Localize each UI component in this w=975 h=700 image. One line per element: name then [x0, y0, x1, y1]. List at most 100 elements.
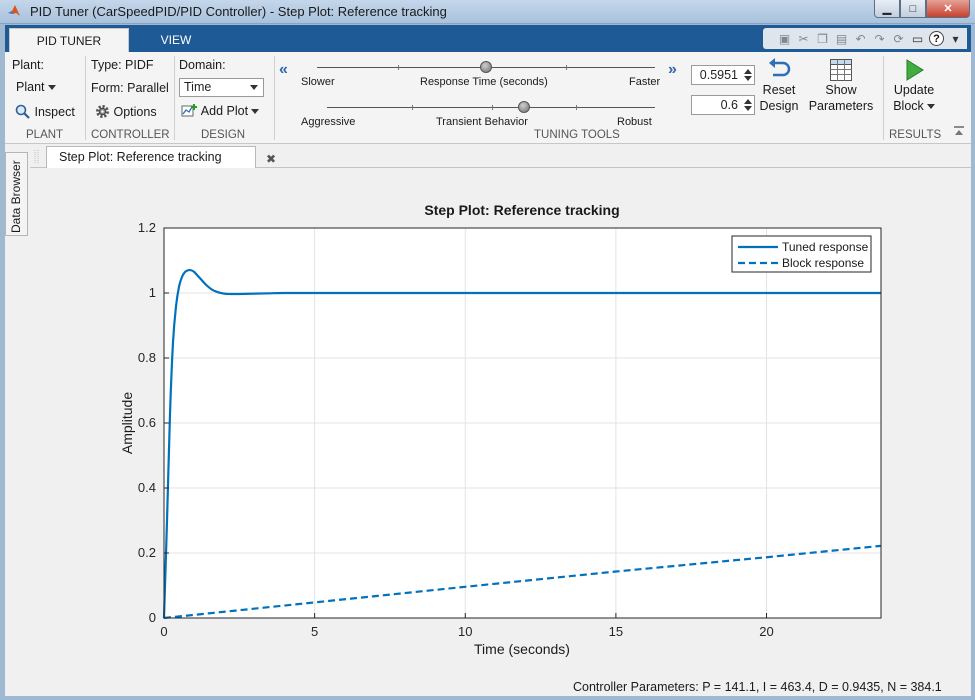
spin-up-icon[interactable]: [744, 99, 752, 104]
reset-label-1: Reset: [762, 83, 796, 97]
help-icon[interactable]: ?: [929, 31, 944, 46]
plant-dropdown-label: Plant: [16, 80, 45, 94]
controller-type[interactable]: Type: PIDF: [91, 58, 154, 72]
x-tick-label: 10: [458, 624, 472, 639]
close-icon[interactable]: ✕: [926, 0, 970, 18]
y-tick-label: 0.4: [138, 480, 156, 495]
reset-design-button[interactable]: Reset Design: [756, 58, 802, 114]
reset-label-2: Design: [759, 99, 799, 113]
reset-icon: [769, 58, 791, 77]
gear-icon: [96, 105, 109, 118]
spin-down-icon[interactable]: [744, 76, 752, 81]
slider-tick: [566, 65, 567, 70]
transient-behavior-value: 0.6: [720, 98, 738, 112]
plant-dropdown[interactable]: Plant: [16, 80, 56, 94]
tab-pid-tuner[interactable]: PID TUNER: [9, 28, 129, 52]
group-separator: [274, 56, 275, 140]
toolstrip-tabs: PID TUNER VIEW ▣ ✂ ❐ ▤ ↶ ↷ ⟳ ▭ ? ▾: [5, 25, 971, 52]
y-tick-label: 0.8: [138, 350, 156, 365]
domain-label: Domain:: [179, 58, 226, 72]
x-tick-label: 5: [311, 624, 318, 639]
transient-behavior-value-input[interactable]: 0.6: [691, 95, 755, 115]
save-icon[interactable]: ▣: [778, 31, 791, 46]
cut-icon[interactable]: ✂: [798, 31, 809, 46]
x-axis-label: Time (seconds): [474, 641, 570, 657]
document-tab-step-plot[interactable]: Step Plot: Reference tracking: [46, 146, 256, 168]
paste-icon[interactable]: ▤: [835, 31, 848, 46]
slower-label: Slower: [301, 76, 335, 88]
inspect-button[interactable]: Inspect: [15, 104, 75, 119]
refresh-icon[interactable]: ⟳: [893, 31, 904, 46]
y-tick-label: 0: [149, 610, 156, 625]
slower-chevron-icon[interactable]: «: [279, 61, 288, 78]
inspect-label: Inspect: [34, 105, 75, 119]
menu-icon[interactable]: ▾: [952, 31, 959, 46]
plant-label: Plant:: [12, 58, 44, 72]
legend[interactable]: Tuned response Block response: [731, 235, 872, 273]
window-title: PID Tuner (CarSpeedPID/PID Controller) -…: [30, 4, 447, 19]
add-plot-button[interactable]: Add Plot: [181, 103, 260, 118]
chevron-down-icon: [250, 85, 258, 90]
tab-view[interactable]: VIEW: [160, 33, 192, 47]
matlab-logo-icon: [8, 5, 20, 16]
tab-grip-icon: [34, 150, 39, 164]
robust-label: Robust: [617, 116, 652, 128]
update-block-dropdown[interactable]: Block: [893, 98, 935, 114]
plot-panel: Step Plot: Reference tracking 0 5 10 15 20 0 0…: [30, 168, 971, 696]
group-label-design: DESIGN: [201, 129, 246, 141]
slider-tick: [492, 105, 493, 110]
group-label-controller: CONTROLLER: [91, 129, 170, 141]
quick-access-toolbar: ▣ ✂ ❐ ▤ ↶ ↷ ⟳ ▭ ? ▾: [763, 28, 967, 49]
response-time-value: 0.5951: [699, 68, 738, 82]
title-bar: PID Tuner (CarSpeedPID/PID Controller) -…: [0, 0, 975, 24]
axis-ticks: 0 5 10 15 20 0 0.2 0.4 0.6 0.8 1 1.2: [138, 220, 774, 639]
ribbon: Plant: Plant Inspect PLANT Type: PIDF Fo…: [5, 52, 971, 144]
legend-tuned-label: Tuned response: [782, 240, 869, 254]
maximize-icon[interactable]: □: [900, 0, 926, 18]
y-axis-label: Amplitude: [119, 392, 135, 454]
play-icon: [906, 59, 924, 81]
update-label-2: Block: [893, 99, 924, 113]
data-browser-label: Data Browser: [9, 160, 23, 233]
close-tab-icon[interactable]: ✖: [266, 152, 277, 166]
y-tick-label: 0.2: [138, 545, 156, 560]
update-label-1: Update: [893, 83, 935, 97]
copy-icon[interactable]: ❐: [817, 31, 828, 46]
options-button[interactable]: Options: [95, 104, 157, 119]
faster-chevron-icon[interactable]: »: [668, 61, 677, 78]
slider-tick: [576, 105, 577, 110]
group-label-tuning-tools: TUNING TOOLS: [534, 129, 620, 141]
options-label: Options: [113, 105, 157, 119]
update-block-button[interactable]: Update Block: [889, 58, 939, 114]
transient-behavior-slider-knob[interactable]: [517, 101, 530, 113]
legend-box: [731, 235, 872, 273]
spin-up-icon[interactable]: [744, 69, 752, 74]
document-tabs: Step Plot: Reference tracking ✖: [30, 144, 971, 168]
y-tick-label: 1.2: [138, 220, 156, 235]
controller-form[interactable]: Form: Parallel: [91, 81, 169, 95]
transient-behavior-slider-track[interactable]: [327, 107, 655, 108]
data-browser-tab[interactable]: Data Browser: [5, 152, 28, 236]
spin-down-icon[interactable]: [744, 106, 752, 111]
undo-icon[interactable]: ↶: [855, 31, 866, 46]
response-time-slider-knob[interactable]: [480, 61, 492, 73]
show-label-2: Parameters: [808, 99, 874, 113]
collapse-toolstrip-icon[interactable]: [953, 124, 965, 136]
chart-title: Step Plot: Reference tracking: [424, 202, 619, 218]
block-response-line: [163, 544, 882, 620]
group-separator: [85, 56, 86, 140]
chevron-down-icon: [251, 109, 260, 115]
response-time-label: Response Time (seconds): [420, 76, 548, 88]
domain-select[interactable]: Time: [179, 78, 264, 97]
redo-icon[interactable]: ↷: [874, 31, 885, 46]
show-label-1: Show: [825, 83, 857, 97]
response-time-value-input[interactable]: 0.5951: [691, 65, 755, 85]
aggressive-label: Aggressive: [301, 116, 356, 128]
window-icon[interactable]: ▭: [911, 31, 924, 46]
step-plot-chart[interactable]: Step Plot: Reference tracking 0 5 10 15 2000…: [30, 168, 971, 696]
y-tick-label: 1: [149, 285, 156, 300]
minimize-icon[interactable]: ▁: [874, 0, 900, 18]
show-parameters-button[interactable]: Show Parameters: [806, 58, 876, 114]
add-plot-label: Add Plot: [200, 104, 249, 118]
faster-label: Faster: [629, 76, 661, 88]
